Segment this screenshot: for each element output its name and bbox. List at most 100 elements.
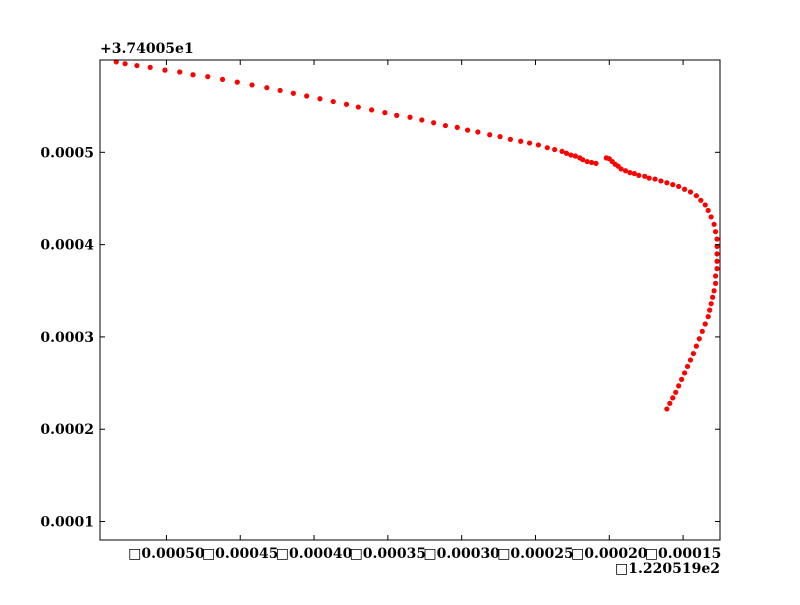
data-point [711,221,717,227]
data-point [681,186,688,192]
data-point [667,400,673,406]
data-point [563,150,570,156]
data-point [487,132,493,138]
y-tick-label: 0.0003 [40,330,94,346]
data-point [369,107,375,113]
data-point [249,82,255,88]
data-point [205,74,211,80]
data-point [652,176,658,182]
data-point [714,266,720,272]
data-point [394,112,400,118]
data-point [710,294,716,300]
x-offset-label: □1.220519e2 [615,561,720,577]
data-point [707,307,713,313]
y-tick-label: 0.0001 [40,515,94,531]
data-point [507,136,513,142]
data-points [113,59,720,412]
data-point [572,153,578,159]
data-point [631,170,637,177]
data-point [177,69,183,75]
data-point [454,124,460,130]
data-point [464,127,471,133]
data-point [636,172,642,178]
data-point [714,236,720,242]
data-point [693,343,699,349]
data-point [147,64,153,70]
data-point [219,76,226,82]
data-point [676,183,682,190]
x-tick-label: □0.00030 [423,546,500,562]
data-point [690,350,697,357]
data-point [304,93,310,99]
data-point [698,197,704,203]
data-point [584,158,590,165]
x-tick-label: □0.00050 [128,546,205,562]
data-point [684,363,691,370]
data-point [277,87,283,94]
data-point [162,67,168,73]
data-point [559,148,565,154]
data-point [330,98,336,105]
data-point [431,120,437,126]
data-point [679,376,685,382]
data-point [622,168,629,174]
y-tick-label: 0.0002 [40,422,94,438]
x-tick-label: □0.00045 [202,546,279,562]
x-tick-label: □0.00015 [645,546,722,562]
data-point [705,314,711,320]
data-point [687,357,694,363]
data-point [343,101,350,107]
data-point [382,110,388,116]
x-tick-label: □0.00025 [497,546,574,562]
data-point [593,160,599,166]
data-point [670,182,676,188]
data-point [712,280,719,286]
data-point [475,129,481,135]
data-point [355,104,361,110]
data-point [526,140,533,146]
data-point [264,85,270,91]
y-tick-label: 0.0005 [40,145,94,161]
data-point [234,79,240,85]
data-point [535,142,542,148]
data-point [122,61,128,67]
data-point [317,96,323,102]
data-point [290,90,296,96]
data-point [518,138,524,144]
data-point [711,288,717,294]
data-point [676,383,682,389]
data-point [658,178,664,184]
data-point [687,189,694,195]
data-point [664,406,670,412]
data-point [627,170,633,176]
data-point [544,145,550,151]
data-point [714,251,720,257]
data-point [419,117,425,123]
data-point [580,157,586,163]
data-point [568,152,574,158]
data-point [552,146,558,153]
data-point [442,122,449,129]
data-point [681,370,688,376]
data-point [642,173,648,179]
plot-frame [99,59,721,541]
axis-ticks: □0.00050□0.00045□0.00040□0.00035□0.00030… [40,60,721,562]
data-point [708,301,714,307]
data-point [134,62,140,69]
x-tick-label: □0.00035 [350,546,427,562]
x-tick-label: □0.00040 [276,546,353,562]
data-point [714,243,720,250]
data-point [714,258,720,264]
data-point [113,59,119,65]
data-point [664,180,670,186]
data-point [702,321,708,327]
data-point [702,202,708,208]
data-point [497,134,503,140]
data-point [693,193,699,199]
data-point [190,72,196,78]
x-tick-label: □0.00020 [571,546,648,562]
data-point [618,166,624,172]
data-point [673,389,679,395]
